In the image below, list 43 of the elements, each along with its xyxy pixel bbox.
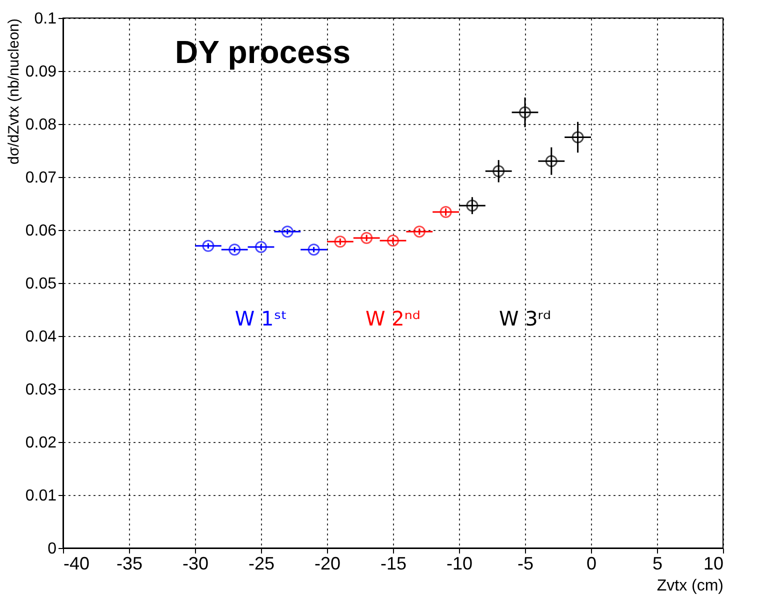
- y-tick-label: 0.06: [25, 222, 57, 240]
- point: [360, 232, 373, 244]
- x-tick-label: -40: [64, 554, 90, 574]
- point: [545, 155, 558, 168]
- point: [466, 200, 478, 212]
- y-tick-label: 0.08: [25, 116, 57, 134]
- point: [202, 240, 214, 252]
- x-tick-label: -20: [314, 554, 341, 574]
- point: [255, 240, 267, 253]
- point: [413, 226, 426, 238]
- point: [228, 244, 241, 256]
- point: [572, 131, 584, 144]
- y-tick-label: 0.02: [25, 434, 57, 452]
- y-tick-label: 0.01: [25, 488, 57, 504]
- y-tick-label: 0.03: [25, 382, 57, 398]
- text: W 2ⁿᵈ: [366, 306, 420, 331]
- y-tick-label: 0.1: [34, 10, 57, 28]
- x-axis-title: Zvtx (cm): [656, 578, 724, 594]
- y-axis-title: dσ/dZvtx (nb/nucleon): [5, 18, 22, 164]
- x-tick-label: -30: [182, 554, 209, 574]
- x-tick-label: 10: [703, 554, 724, 574]
- y-tick-label: 0.05: [25, 276, 57, 292]
- y-tick-label: 0.09: [25, 64, 57, 80]
- point: [519, 106, 531, 118]
- point: [492, 165, 505, 178]
- text: W 3ʳᵈ: [498, 306, 552, 331]
- point: [440, 206, 452, 218]
- x-tick-label: -25: [248, 554, 275, 574]
- point: [281, 226, 294, 238]
- x-tick-label: -10: [446, 554, 473, 574]
- point: [387, 234, 399, 247]
- x-tick-label: -15: [380, 554, 407, 574]
- point: [308, 244, 320, 256]
- y-tick-label: 0.07: [25, 170, 57, 186]
- y-tick-label: 0.04: [25, 328, 57, 346]
- point: [334, 236, 346, 248]
- x-tick-label: 0: [586, 554, 597, 574]
- x-tick-label: -5: [517, 554, 534, 574]
- x-tick-label: 5: [652, 554, 663, 574]
- text: W 1ˢᵗ: [234, 306, 288, 331]
- text: DY process: [175, 34, 350, 70]
- y-tick-label: 0: [48, 540, 57, 558]
- x-tick-label: -35: [116, 554, 143, 574]
